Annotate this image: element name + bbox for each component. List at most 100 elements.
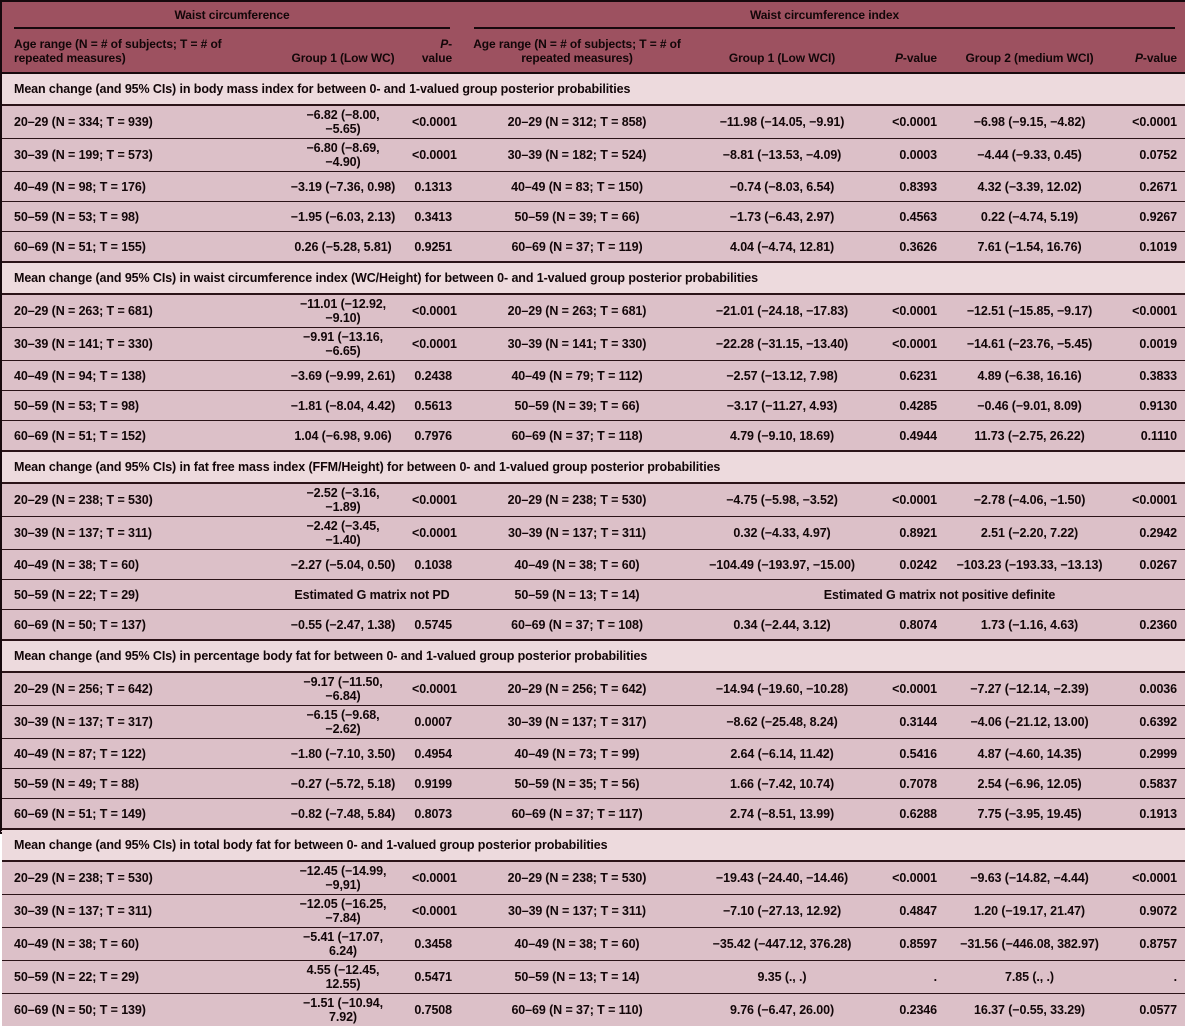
- age-range-cell: 30–39 (N = 141; T = 330): [2, 328, 282, 361]
- estimate-cell: 4.79 (−9.10, 18.69): [692, 421, 872, 452]
- p-value-cell: 0.8597: [872, 928, 947, 961]
- column-header-row: Age range (N = # of subjects; T = # of r…: [2, 30, 1185, 73]
- p-value-cell: 0.5471: [404, 961, 462, 994]
- p-value-cell: .: [1112, 961, 1185, 994]
- estimate-cell: −9.63 (−14.82, −4.44): [947, 861, 1112, 895]
- p-value-cell: 0.9130: [1112, 391, 1185, 421]
- age-range-cell: 40–49 (N = 38; T = 60): [2, 928, 282, 961]
- estimate-cell: −3.69 (−9.99, 2.61): [282, 361, 404, 391]
- estimate-cell: −1.80 (−7.10, 3.50): [282, 739, 404, 769]
- estimate-cell: −0.82 (−7.48, 5.84): [282, 799, 404, 830]
- p-value-cell: 0.1110: [1112, 421, 1185, 452]
- age-range-cell: 40–49 (N = 73; T = 99): [462, 739, 692, 769]
- estimate-cell: −14.94 (−19.60, −10.28): [692, 672, 872, 706]
- age-range-cell: 30–39 (N = 137; T = 317): [2, 706, 282, 739]
- estimate-cell: −4.06 (−21.12, 13.00): [947, 706, 1112, 739]
- p-value-cell: 0.1019: [1112, 232, 1185, 263]
- table-row: 40–49 (N = 38; T = 60)−2.27 (−5.04, 0.50…: [2, 550, 1185, 580]
- table-row: 30–39 (N = 199; T = 573)−6.80 (−8.69, −4…: [2, 139, 1185, 172]
- p-value-cell: 0.6288: [872, 799, 947, 830]
- estimate-cell: −1.51 (−10.94, 7.92): [282, 994, 404, 1026]
- estimate-cell: −19.43 (−24.40, −14.46): [692, 861, 872, 895]
- table-row: 20–29 (N = 334; T = 939)−6.82 (−8.00, −5…: [2, 105, 1185, 139]
- p-value-cell: <0.0001: [1112, 483, 1185, 517]
- p-value-cell: 0.0019: [1112, 328, 1185, 361]
- table-row: 20–29 (N = 256; T = 642)−9.17 (−11.50, −…: [2, 672, 1185, 706]
- p-value-cell: 0.0577: [1112, 994, 1185, 1026]
- note-cell: Estimated G matrix not positive definite: [692, 580, 1185, 610]
- table-row: 20–29 (N = 238; T = 530)−12.45 (−14.99, …: [2, 861, 1185, 895]
- table-row: 40–49 (N = 94; T = 138)−3.69 (−9.99, 2.6…: [2, 361, 1185, 391]
- p-value-cell: 0.0003: [872, 139, 947, 172]
- age-range-cell: 50–59 (N = 39; T = 66): [462, 391, 692, 421]
- age-range-cell: 40–49 (N = 83; T = 150): [462, 172, 692, 202]
- estimate-cell: −1.95 (−6.03, 2.13): [282, 202, 404, 232]
- p-value-cell: 0.0267: [1112, 550, 1185, 580]
- p-value-cell: <0.0001: [404, 483, 462, 517]
- table-row: 60–69 (N = 50; T = 137)−0.55 (−2.47, 1.3…: [2, 610, 1185, 641]
- age-range-cell: 30–39 (N = 199; T = 573): [2, 139, 282, 172]
- group-header-label: Waist circumference index: [474, 3, 1175, 29]
- table-row: 50–59 (N = 49; T = 88)−0.27 (−5.72, 5.18…: [2, 769, 1185, 799]
- p-value-cell: 0.9267: [1112, 202, 1185, 232]
- estimate-cell: 0.22 (−4.74, 5.19): [947, 202, 1112, 232]
- p-value-cell: 0.8921: [872, 517, 947, 550]
- note-cell: Estimated G matrix not PD: [282, 580, 462, 610]
- estimate-cell: −9.91 (−13.16, −6.65): [282, 328, 404, 361]
- estimate-cell: 1.73 (−1.16, 4.63): [947, 610, 1112, 641]
- p-value-cell: 0.5837: [1112, 769, 1185, 799]
- age-range-cell: 40–49 (N = 98; T = 176): [2, 172, 282, 202]
- estimate-cell: 1.20 (−19.17, 21.47): [947, 895, 1112, 928]
- age-range-cell: 40–49 (N = 38; T = 60): [2, 550, 282, 580]
- p-value-cell: <0.0001: [1112, 105, 1185, 139]
- p-value-cell: 0.4944: [872, 421, 947, 452]
- p-value-cell: 0.3413: [404, 202, 462, 232]
- p-value-cell: <0.0001: [872, 328, 947, 361]
- estimate-cell: 7.61 (−1.54, 16.76): [947, 232, 1112, 263]
- estimate-cell: 7.75 (−3.95, 19.45): [947, 799, 1112, 830]
- p-value-cell: 0.8074: [872, 610, 947, 641]
- estimate-cell: 2.51 (−2.20, 7.22): [947, 517, 1112, 550]
- age-range-cell: 20–29 (N = 256; T = 642): [462, 672, 692, 706]
- age-range-cell: 40–49 (N = 79; T = 112): [462, 361, 692, 391]
- p-value-cell: 0.8393: [872, 172, 947, 202]
- age-range-cell: 20–29 (N = 312; T = 858): [462, 105, 692, 139]
- estimate-cell: −2.52 (−3.16, −1.89): [282, 483, 404, 517]
- age-range-cell: 30–39 (N = 137; T = 317): [462, 706, 692, 739]
- section-title: Mean change (and 95% CIs) in body mass i…: [2, 73, 1185, 105]
- estimate-cell: 7.85 (., .): [947, 961, 1112, 994]
- p-label-italic: P: [895, 51, 903, 65]
- estimate-cell: −31.56 (−446.08, 382.97): [947, 928, 1112, 961]
- estimate-cell: −35.42 (−447.12, 376.28): [692, 928, 872, 961]
- column-header-group1-wc: Group 1 (Low WC): [282, 30, 404, 73]
- estimate-cell: −104.49 (−193.97, −15.00): [692, 550, 872, 580]
- p-value-cell: <0.0001: [404, 105, 462, 139]
- p-value-cell: 0.9199: [404, 769, 462, 799]
- p-value-cell: 0.2438: [404, 361, 462, 391]
- estimate-cell: 1.66 (−7.42, 10.74): [692, 769, 872, 799]
- table-row: 60–69 (N = 51; T = 149)−0.82 (−7.48, 5.8…: [2, 799, 1185, 830]
- p-value-cell: 0.1038: [404, 550, 462, 580]
- p-value-cell: <0.0001: [404, 861, 462, 895]
- p-value-cell: 0.5416: [872, 739, 947, 769]
- table-row: 20–29 (N = 238; T = 530)−2.52 (−3.16, −1…: [2, 483, 1185, 517]
- p-value-cell: 0.6392: [1112, 706, 1185, 739]
- section-header-row: Mean change (and 95% CIs) in percentage …: [2, 640, 1185, 672]
- p-value-cell: <0.0001: [872, 672, 947, 706]
- table-row: 60–69 (N = 50; T = 139)−1.51 (−10.94, 7.…: [2, 994, 1185, 1026]
- table-row: 20–29 (N = 263; T = 681)−11.01 (−12.92, …: [2, 294, 1185, 328]
- p-value-cell: 0.2942: [1112, 517, 1185, 550]
- age-range-cell: 50–59 (N = 22; T = 29): [2, 961, 282, 994]
- age-range-cell: 50–59 (N = 49; T = 88): [2, 769, 282, 799]
- estimate-cell: −2.57 (−13.12, 7.98): [692, 361, 872, 391]
- column-header-p-value: P-value: [872, 30, 947, 73]
- p-label-rest: -value: [1143, 51, 1177, 65]
- column-header-group1-wci: Group 1 (Low WCI): [692, 30, 872, 73]
- estimate-cell: −3.17 (−11.27, 4.93): [692, 391, 872, 421]
- estimate-cell: −7.10 (−27.13, 12.92): [692, 895, 872, 928]
- estimate-cell: −4.44 (−9.33, 0.45): [947, 139, 1112, 172]
- estimate-cell: −103.23 (−193.33, −13.13): [947, 550, 1112, 580]
- p-value-cell: 0.1913: [1112, 799, 1185, 830]
- age-range-cell: 50–59 (N = 53; T = 98): [2, 202, 282, 232]
- estimate-cell: 1.04 (−6.98, 9.06): [282, 421, 404, 452]
